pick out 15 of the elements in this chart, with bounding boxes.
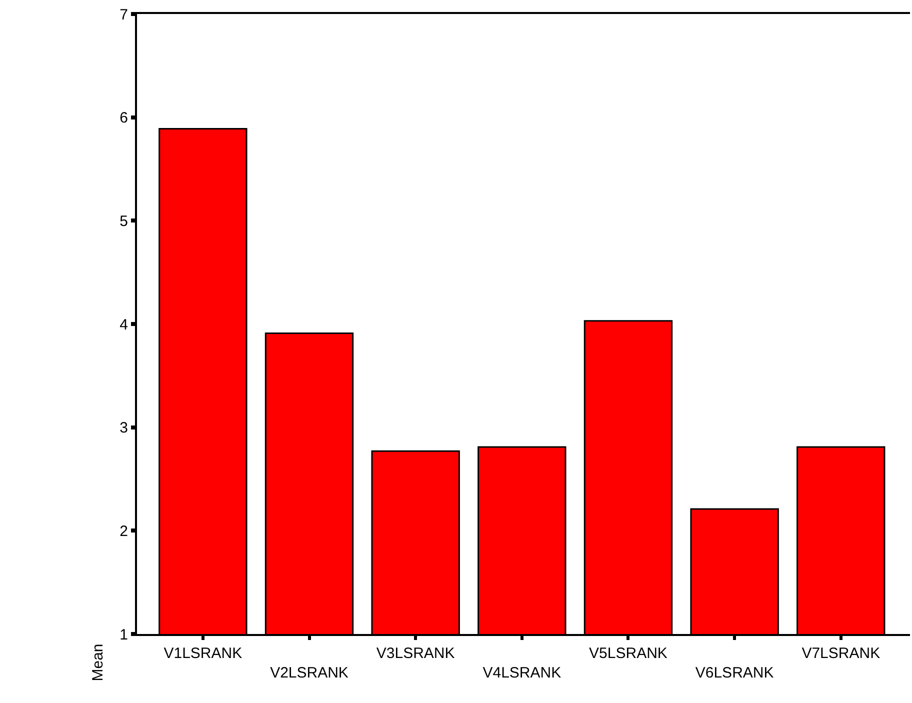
x-tick-label: V7LSRANK <box>802 645 880 662</box>
x-tick-label: V3LSRANK <box>376 645 455 662</box>
x-tick-label: V1LSRANK <box>164 645 242 662</box>
x-tick-label: V6LSRANK <box>695 664 774 682</box>
y-tick-label: 1 <box>120 626 128 644</box>
y-tick-label: 3 <box>120 420 128 437</box>
x-tick-label: V4LSRANK <box>482 664 562 682</box>
x-tick-label: V5LSRANK <box>589 645 668 662</box>
y-axis-title: Mean <box>89 644 106 682</box>
y-tick-label: 5 <box>120 212 128 230</box>
x-tick-label: V2LSRANK <box>270 664 348 682</box>
y-tick-label: 2 <box>120 522 128 540</box>
y-tick-label: 7 <box>120 6 128 24</box>
y-tick-label: 6 <box>120 110 128 127</box>
y-tick-label: 4 <box>120 316 128 334</box>
